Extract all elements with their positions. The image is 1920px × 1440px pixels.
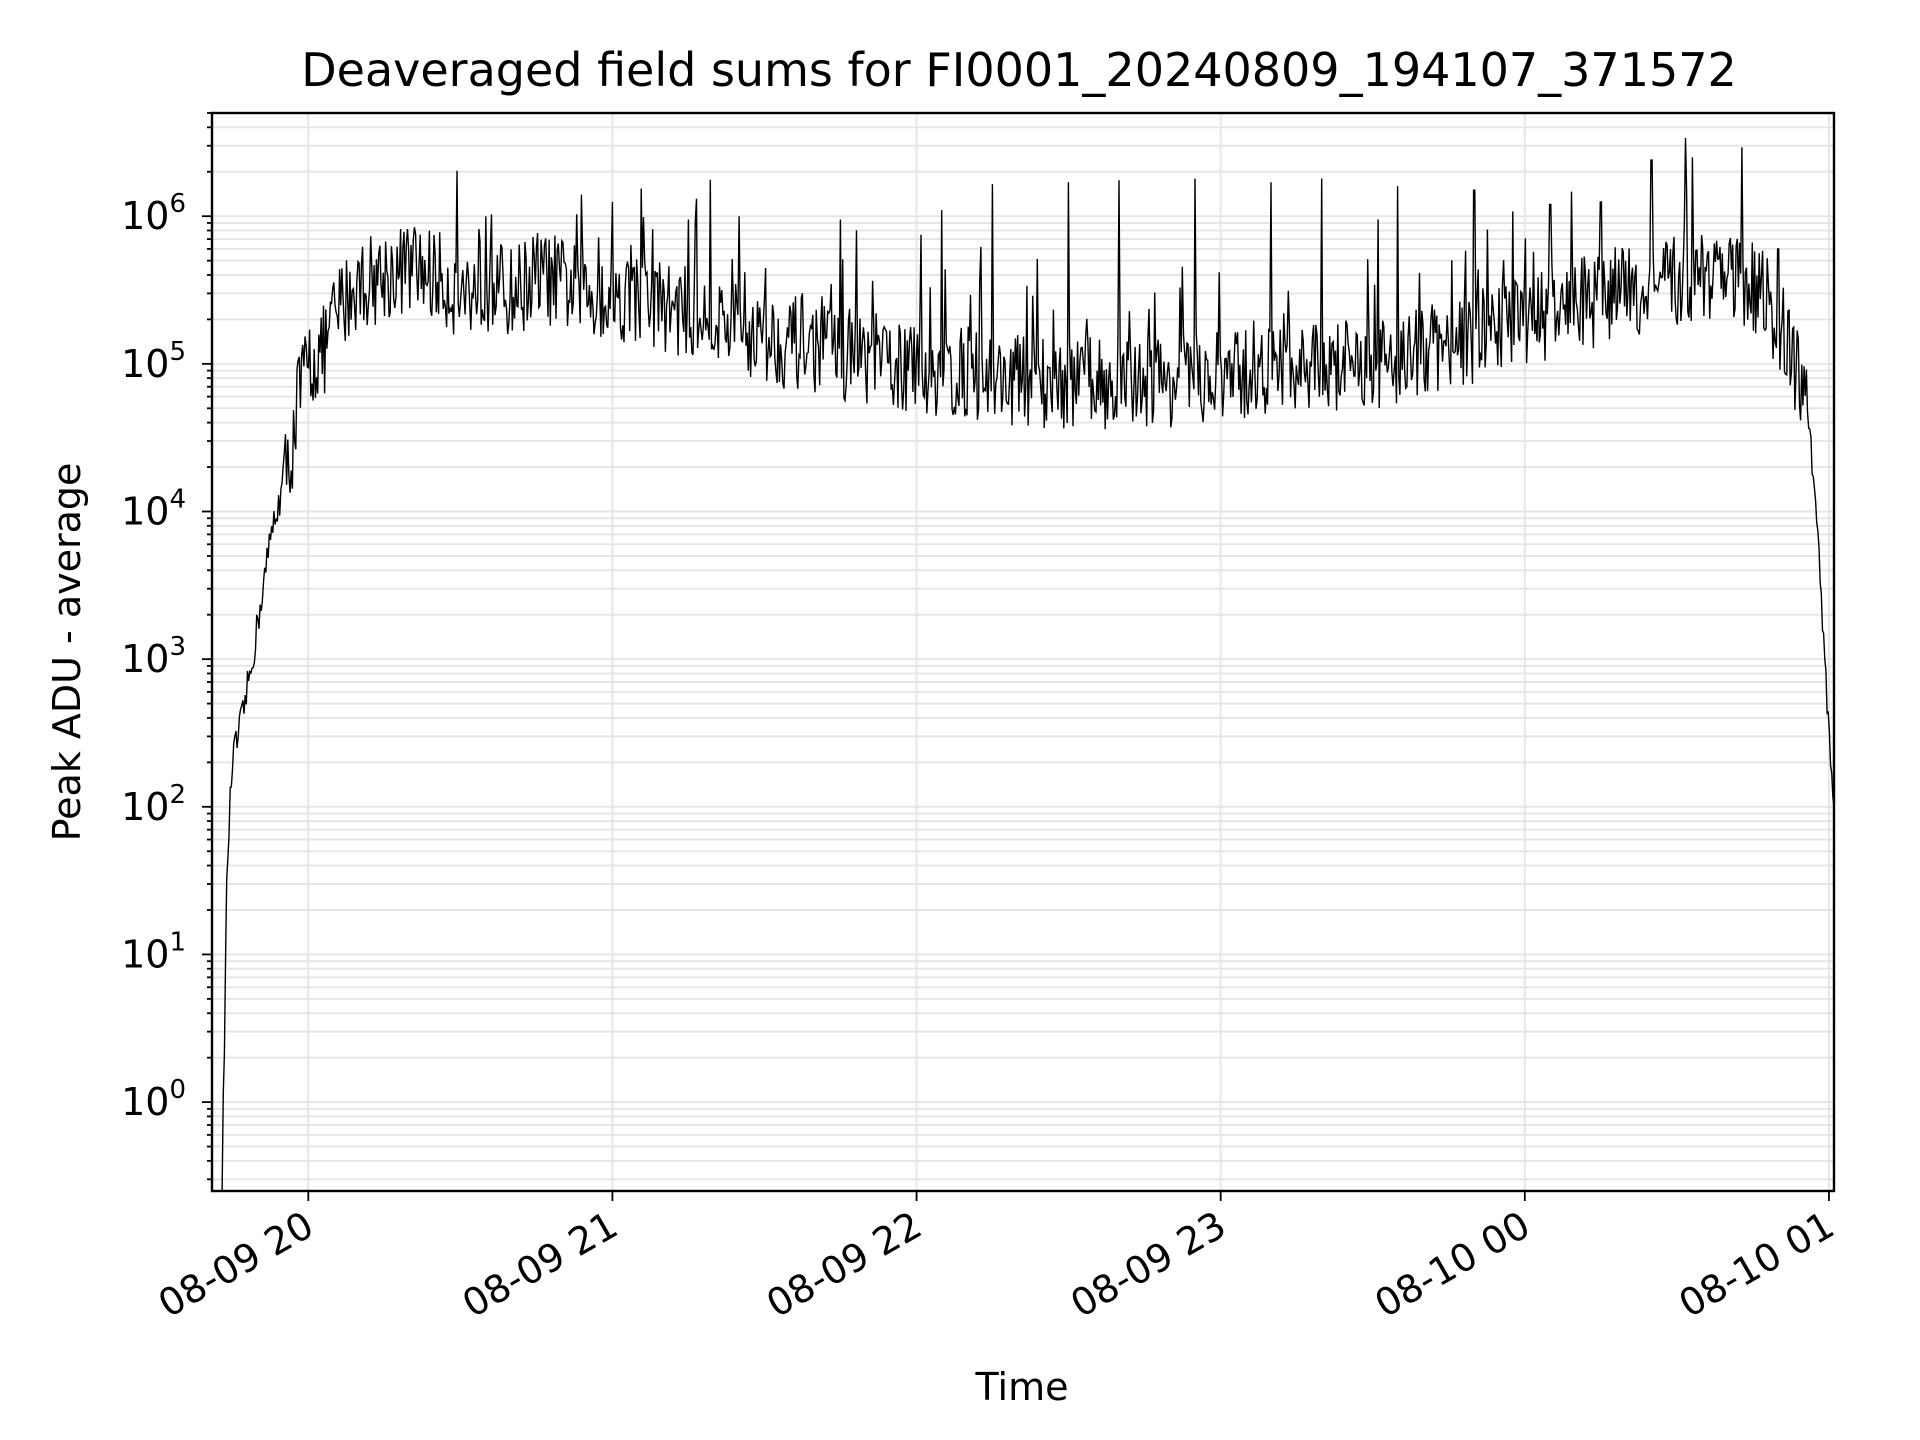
y-tick-base: 10 [121, 785, 169, 829]
y-tick-label: 100 [121, 1075, 186, 1124]
y-tick-exponent: 3 [169, 632, 186, 662]
y-tick-exponent: 2 [169, 780, 186, 810]
y-tick-base: 10 [121, 194, 169, 238]
y-tick-label: 101 [121, 927, 186, 976]
y-tick-exponent: 0 [169, 1075, 186, 1105]
x-tick-label: 08-09 20 [151, 1203, 321, 1327]
grid [212, 112, 1834, 1191]
x-tick-label: 08-09 21 [455, 1203, 625, 1327]
y-tick-label: 105 [121, 337, 186, 386]
plot-frame [210, 111, 1836, 1193]
series-line [221, 137, 1835, 1192]
x-tick-label: 08-10 01 [1671, 1203, 1841, 1327]
x-tick-label: 08-09 22 [759, 1203, 929, 1327]
y-tick-label: 103 [121, 632, 186, 681]
y-axis-label: Peak ADU - average [45, 463, 89, 842]
y-tick-exponent: 5 [169, 337, 186, 367]
x-axis-label: Time [975, 1365, 1069, 1409]
y-tick-base: 10 [121, 342, 169, 386]
chart-title: Deaveraged field sums for FI0001_2024080… [301, 43, 1737, 97]
y-tick-base: 10 [121, 490, 169, 534]
x-tick-label: 08-09 23 [1063, 1203, 1233, 1327]
x-tick-label: 08-10 00 [1367, 1203, 1537, 1327]
y-tick-label: 104 [121, 485, 186, 534]
y-tick-exponent: 1 [169, 927, 186, 957]
y-tick-base: 10 [121, 637, 169, 681]
y-tick-exponent: 6 [169, 189, 186, 219]
y-tick-base: 10 [121, 932, 169, 976]
y-tick-base: 10 [121, 1080, 169, 1124]
y-tick-exponent: 4 [169, 485, 186, 515]
y-tick-label: 106 [121, 189, 186, 238]
y-tick-label: 102 [121, 780, 186, 829]
series-layer [221, 137, 1835, 1192]
